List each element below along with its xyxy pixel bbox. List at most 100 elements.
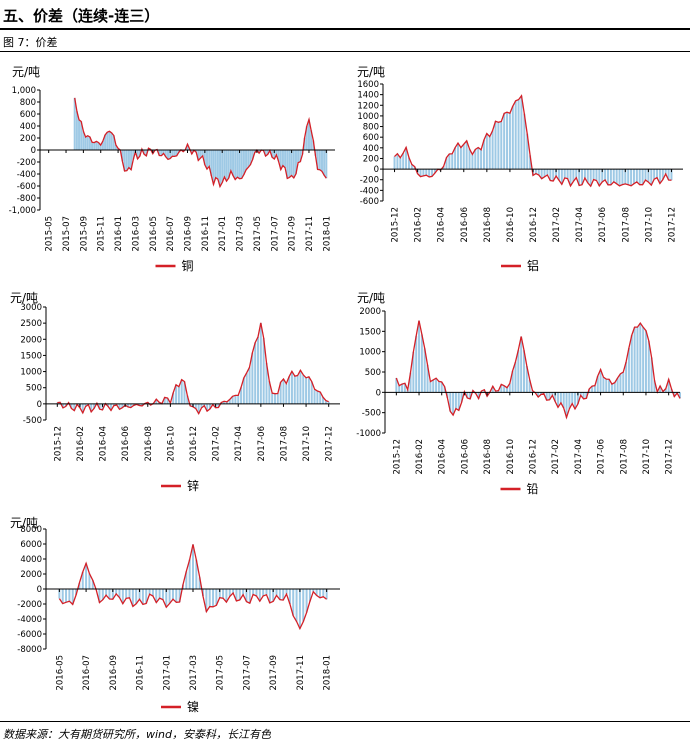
x-tick-label: 2017-06	[598, 207, 608, 243]
y-tick-label: -1,000	[9, 206, 36, 216]
x-tick-label: 2017-10	[642, 439, 652, 475]
y-tick-label: -600	[17, 182, 36, 192]
x-tick-label: 2017-03	[189, 655, 199, 691]
x-tick-label: 2018-01	[322, 216, 332, 252]
y-tick-label: -400	[360, 186, 379, 196]
x-tick-label: 2016-02	[415, 439, 425, 475]
x-tick-label: 2017-01	[218, 216, 228, 252]
area-fill	[395, 320, 681, 418]
x-tick-label: 2017-02	[212, 426, 222, 462]
x-tick-label: 2016-06	[460, 207, 470, 243]
y-tick-label: 400	[363, 144, 379, 154]
y-tick-label: 800	[20, 98, 36, 108]
unit-label: 元/吨	[10, 516, 38, 530]
y-tick-label: 0	[376, 388, 381, 398]
y-tick-label: 6000	[20, 540, 42, 550]
y-tick-label: -800	[17, 194, 36, 204]
chart-aluminum: 元/吨16001400120010008006004002000-200-400…	[357, 65, 683, 273]
x-tick-label: 2017-07	[242, 655, 252, 691]
unit-label: 元/吨	[10, 291, 38, 305]
y-tick-label: -4000	[17, 615, 42, 625]
y-tick-label: 1500	[359, 327, 381, 337]
y-tick-label: -200	[17, 158, 36, 168]
y-tick-label: 1200	[357, 101, 379, 111]
y-tick-label: 1600	[357, 80, 379, 90]
y-tick-label: -500	[362, 409, 381, 419]
series-line	[394, 94, 672, 188]
y-tick-label: 0	[31, 146, 36, 156]
section-title: 五、价差（连续-连三）	[3, 7, 160, 25]
x-tick-label: 2017-08	[621, 207, 631, 243]
x-tick-label: 2017-08	[279, 426, 289, 462]
series-line	[57, 322, 329, 415]
title-rule	[0, 28, 690, 30]
x-tick-label: 2015-05	[45, 216, 55, 252]
x-tick-label: 2016-06	[460, 439, 470, 475]
x-tick-label: 2015-12	[53, 426, 63, 462]
x-tick-label: 2017-10	[302, 426, 312, 462]
y-tick-label: 1000	[359, 348, 381, 358]
x-tick-label: 2016-05	[55, 655, 65, 691]
x-tick-label: 2015-07	[62, 216, 72, 252]
x-tick-label: 2017-06	[597, 439, 607, 475]
legend-label: 铝	[527, 258, 539, 273]
x-tick-label: 2017-05	[216, 655, 226, 691]
x-tick-label: 2016-04	[437, 207, 447, 243]
series-line	[58, 544, 328, 631]
x-tick-label: 2016-07	[82, 655, 92, 691]
x-tick-label: 2017-03	[236, 216, 246, 252]
x-tick-label: 2017-12	[665, 439, 675, 475]
y-tick-label: 400	[20, 122, 36, 132]
x-tick-label: 2017-10	[644, 207, 654, 243]
unit-label: 元/吨	[357, 291, 385, 305]
y-tick-label: 1000	[357, 112, 379, 122]
x-tick-label: 2017-05	[253, 216, 263, 252]
legend-label: 铜	[182, 258, 194, 273]
x-tick-label: 2017-02	[552, 207, 562, 243]
x-tick-label: 2015-09	[79, 216, 89, 252]
x-tick-label: 2016-12	[529, 439, 539, 475]
unit-label: 元/吨	[12, 65, 40, 79]
figure-rule	[0, 51, 690, 52]
x-tick-label: 2016-02	[76, 426, 86, 462]
x-tick-label: 2017-12	[325, 426, 335, 462]
x-tick-label: 2016-08	[144, 426, 154, 462]
series-line	[395, 320, 681, 420]
figure-label: 图 7：价差	[3, 36, 58, 49]
x-tick-label: 2016-08	[483, 207, 493, 243]
legend-label: 锌	[187, 479, 199, 493]
x-tick-label: 2017-07	[270, 216, 280, 252]
source-rule	[0, 721, 690, 722]
x-tick-label: 2016-04	[438, 439, 448, 475]
y-tick-label: 0	[374, 165, 379, 175]
y-tick-label: 600	[363, 133, 379, 143]
y-tick-label: -500	[23, 416, 42, 426]
y-tick-label: 500	[26, 384, 42, 394]
y-tick-label: 2000	[20, 335, 42, 345]
x-tick-label: 2017-02	[551, 439, 561, 475]
x-tick-label: 2017-08	[619, 439, 629, 475]
chart-lead: 元/吨 2000 1500 1000 500 0 -500 -1000 2015-12 2016-…	[356, 291, 681, 496]
y-tick-label: -8000	[17, 645, 42, 655]
x-tick-label: 2015-12	[391, 207, 401, 243]
x-tick-label: 2016-05	[149, 216, 159, 252]
x-tick-label: 2016-12	[529, 207, 539, 243]
y-tick-label: 200	[363, 154, 379, 164]
y-tick-label: 800	[363, 123, 379, 133]
unit-label: 元/吨	[357, 65, 385, 79]
x-tick-label: 2016-02	[414, 207, 424, 243]
y-tick-label: 2500	[20, 319, 42, 329]
area-fill	[58, 544, 328, 629]
area-fill	[56, 322, 330, 414]
y-tick-label: 3000	[20, 303, 42, 313]
x-tick-label: 2017-12	[667, 207, 677, 243]
x-tick-label: 2017-06	[257, 426, 267, 462]
y-tick-label: 2000	[20, 570, 42, 580]
x-tick-label: 2016-12	[189, 426, 199, 462]
y-tick-label: 1,000	[12, 86, 36, 96]
y-tick-label: -400	[17, 170, 36, 180]
x-tick-label: 2016-01	[114, 216, 124, 252]
y-tick-label: 2000	[359, 307, 381, 317]
x-tick-label: 2016-10	[166, 426, 176, 462]
